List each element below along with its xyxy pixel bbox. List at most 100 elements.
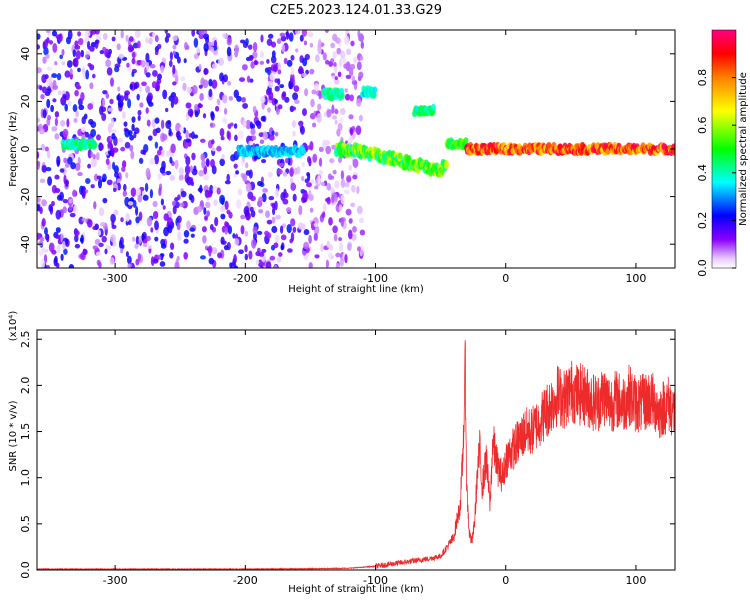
spectrogram-cell [290,54,295,61]
spectrogram-cell [209,122,214,128]
spectrogram-cell [183,58,187,64]
spectrogram-cell [122,183,127,192]
spectrogram-cell [159,261,166,267]
spectrogram-cell [141,233,145,241]
spectrogram-cell [101,235,107,243]
spectrogram-cell [190,194,195,204]
spectrogram-cell [127,263,132,268]
spectrogram-cell [238,249,244,254]
spectrogram-cell [222,33,227,38]
spectrogram-cell [130,150,135,160]
spectrogram-cell [152,69,158,77]
spectrogram-cell [277,69,282,75]
spectrogram-cell [202,113,207,119]
spectrogram-cell [318,146,324,153]
spectrogram-cell [124,141,131,149]
spectrogram-cell [87,163,92,169]
spectrogram-cell [261,100,265,110]
spectrogram-cell [154,154,159,165]
spectrogram-cell [142,243,148,248]
spectrogram-cell [252,51,258,59]
spectrogram-cell [349,128,354,134]
spectrogram-cell [145,72,151,78]
spectrogram-cell [123,121,128,127]
spectrogram-cell [54,111,60,118]
spectrogram-cell [150,227,154,233]
spectrogram-cell [318,90,322,100]
spectrogram-cell [106,67,113,76]
spectrogram-cell [50,104,54,113]
spectrogram-cell [322,203,327,212]
spectrogram-cell [330,58,335,63]
spectrogram-cell [193,37,199,48]
spectrogram-cell [185,138,191,143]
spectrogram-cell [131,71,135,77]
spectrogram-cell [72,189,77,197]
spectrogram-cell [344,182,350,188]
spectrogram-cell [82,248,87,256]
spectrogram-cell [334,109,339,115]
spectrogram-cell [224,180,231,185]
spectrogram-cell [371,91,377,99]
spectrogram-cell [329,158,335,164]
spectrogram-cell [135,188,142,197]
spectrogram-cell [51,184,57,194]
spectrogram-cell [233,163,238,169]
spectrogram-cell [196,205,203,213]
spectrogram-cell [95,251,102,257]
spectrogram-cell [38,128,45,135]
spectrogram-cell [244,230,249,237]
spectrogram-cell [345,74,352,80]
spectrogram-cell [211,146,217,152]
spectrogram-cell [74,162,81,171]
spectrogram-cell [359,55,364,61]
spectrogram-cell [137,40,141,49]
spectrogram-cell [61,61,66,66]
spectrogram-cell [102,197,108,204]
spectrogram-cell [326,109,332,118]
spectrogram-cell [148,37,153,45]
spectrogram-cell [260,96,266,104]
spectrogram-cell [45,264,50,268]
spectrogram-cell [131,57,136,65]
spectrogram-cell [352,174,358,180]
spectrogram-cell [80,91,85,102]
spectrogram-cell [202,235,207,244]
spectrogram-cell [348,136,353,144]
spectrogram-cell [118,239,123,249]
spectrogram-cell [344,88,348,93]
spectrogram-cell [232,233,236,239]
snr-marks [37,340,675,570]
spectrogram-cell [41,218,46,227]
spectrogram-cell [340,178,346,188]
spectrogram-cell [212,185,219,194]
spectrogram-cell [37,161,41,167]
spectrogram-cell [315,54,320,63]
spectrogram-cell [277,104,283,110]
spectrogram-y-ticks: -40 -20 0 20 40 [19,47,675,253]
spectrogram-cell [73,117,78,123]
spectrogram-cell [146,119,151,127]
spectrogram-cell [140,60,146,68]
spectrogram-cell [270,55,277,64]
spectrogram-cell [248,140,254,146]
spectrogram-cell [359,229,366,236]
spectrogram-cell [157,173,162,180]
spectrogram-cell [174,159,179,170]
spectrogram-cell [332,225,338,234]
spectrogram-cell [317,47,322,55]
spectrogram-y-tick-label: -40 [19,235,32,253]
spectrogram-cell [43,47,49,56]
spectrogram-cell [150,256,155,266]
spectrogram-cell [312,153,318,163]
spectrogram-cell [102,98,106,107]
spectrogram-cell [240,225,245,235]
spectrogram-cell [121,111,126,119]
spectrogram-cell [189,165,193,173]
spectrogram-cell [245,182,252,193]
spectrogram-cell [132,199,137,208]
spectrogram-cell [68,100,72,107]
spectrogram-cell [203,207,207,215]
spectrogram-cell [128,130,133,136]
snr-y-tick-label: 2.0 [19,377,32,395]
